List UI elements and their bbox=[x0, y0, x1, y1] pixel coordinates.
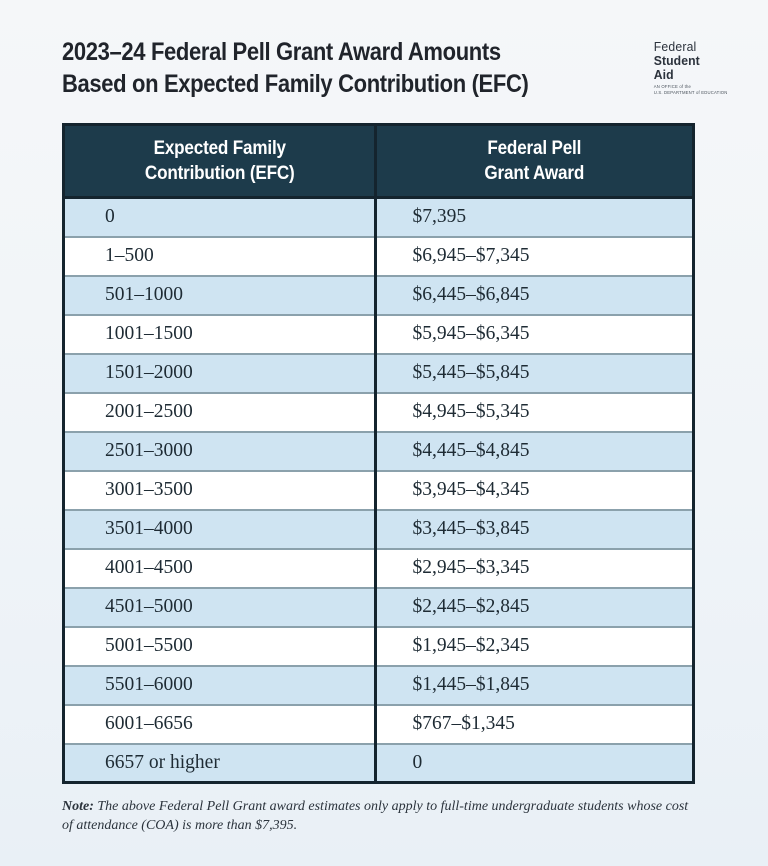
table-row: 5501–6000 $1,445–$1,845 bbox=[63, 664, 694, 705]
award-cell: $1,945–$2,345 bbox=[375, 625, 694, 666]
table-row: 4501–5000 $2,445–$2,845 bbox=[63, 586, 694, 627]
page-header: 2023–24 Federal Pell Grant Award Amounts… bbox=[0, 0, 768, 100]
table-header-row: Expected Family Contribution (EFC) Feder… bbox=[63, 124, 694, 199]
table-row: 3501–4000 $3,445–$3,845 bbox=[63, 508, 694, 549]
col-header-award-line2: Grant Award bbox=[484, 163, 585, 184]
efc-cell: 5001–5500 bbox=[63, 625, 378, 666]
award-cell: $1,445–$1,845 bbox=[375, 664, 694, 705]
logo-word-aid: Aid bbox=[654, 67, 675, 82]
logo-tagline: AN OFFICE of the U.S. DEPARTMENT of EDUC… bbox=[654, 84, 728, 96]
efc-cell: 6657 or higher bbox=[63, 742, 378, 783]
table-row: 501–1000 $6,445–$6,845 bbox=[63, 274, 694, 315]
table-row: 2001–2500 $4,945–$5,345 bbox=[63, 391, 694, 432]
efc-cell: 1–500 bbox=[63, 235, 378, 276]
page-title-line1: 2023–24 Federal Pell Grant Award Amounts bbox=[62, 38, 501, 66]
table-row: 4001–4500 $2,945–$3,345 bbox=[63, 547, 694, 588]
efc-cell: 6001–6656 bbox=[63, 703, 378, 744]
table-row: 1–500 $6,945–$7,345 bbox=[63, 235, 694, 276]
efc-cell: 0 bbox=[63, 197, 378, 237]
award-cell: $5,945–$6,345 bbox=[375, 313, 694, 354]
efc-cell: 4001–4500 bbox=[63, 547, 378, 588]
page-title-line2: Based on Expected Family Contribution (E… bbox=[62, 70, 529, 98]
efc-cell: 501–1000 bbox=[63, 274, 378, 315]
footnote: Note: The above Federal Pell Grant award… bbox=[62, 797, 695, 835]
logo-tagline-line1: AN OFFICE of the bbox=[654, 84, 692, 89]
footnote-label: Note: bbox=[62, 799, 94, 814]
table-row: 6657 or higher 0 bbox=[63, 742, 694, 783]
table-row: 1501–2000 $5,445–$5,845 bbox=[63, 352, 694, 393]
page-title: 2023–24 Federal Pell Grant Award Amounts… bbox=[62, 36, 529, 100]
efc-cell: 4501–5000 bbox=[63, 586, 378, 627]
pell-grant-table: Expected Family Contribution (EFC) Feder… bbox=[62, 123, 695, 784]
table-container: Expected Family Contribution (EFC) Feder… bbox=[0, 123, 768, 784]
col-header-award-line1: Federal Pell bbox=[487, 138, 582, 159]
award-cell: 0 bbox=[375, 742, 694, 783]
award-cell: $3,945–$4,345 bbox=[375, 469, 694, 510]
col-header-award: Federal Pell Grant Award bbox=[375, 124, 694, 199]
table-row: 0 $7,395 bbox=[63, 197, 694, 237]
efc-cell: 1001–1500 bbox=[63, 313, 378, 354]
efc-cell: 3001–3500 bbox=[63, 469, 378, 510]
award-cell: $7,395 bbox=[375, 197, 694, 237]
table-header: Expected Family Contribution (EFC) Feder… bbox=[63, 124, 694, 199]
federal-student-aid-logo: Federal Student Aid AN OFFICE of the U.S… bbox=[654, 40, 728, 96]
award-cell: $2,945–$3,345 bbox=[375, 547, 694, 588]
logo-tagline-line2: U.S. DEPARTMENT of EDUCATION bbox=[654, 90, 728, 96]
table-row: 3001–3500 $3,945–$4,345 bbox=[63, 469, 694, 510]
award-cell: $767–$1,345 bbox=[375, 703, 694, 744]
award-cell: $5,445–$5,845 bbox=[375, 352, 694, 393]
table-row: 6001–6656 $767–$1,345 bbox=[63, 703, 694, 744]
award-cell: $6,445–$6,845 bbox=[375, 274, 694, 315]
efc-cell: 2001–2500 bbox=[63, 391, 378, 432]
table-row: 5001–5500 $1,945–$2,345 bbox=[63, 625, 694, 666]
logo-word-student: Student bbox=[654, 53, 701, 68]
table-row: 2501–3000 $4,445–$4,845 bbox=[63, 430, 694, 471]
efc-cell: 5501–6000 bbox=[63, 664, 378, 705]
award-cell: $6,945–$7,345 bbox=[375, 235, 694, 276]
col-header-efc: Expected Family Contribution (EFC) bbox=[63, 124, 378, 199]
efc-cell: 1501–2000 bbox=[63, 352, 378, 393]
efc-cell: 3501–4000 bbox=[63, 508, 378, 549]
col-header-efc-line2: Contribution (EFC) bbox=[144, 163, 295, 184]
efc-cell: 2501–3000 bbox=[63, 430, 378, 471]
footnote-text: The above Federal Pell Grant award estim… bbox=[62, 799, 689, 833]
award-cell: $3,445–$3,845 bbox=[375, 508, 694, 549]
col-header-efc-line1: Expected Family bbox=[153, 138, 286, 159]
logo-word-federal: Federal bbox=[654, 39, 697, 54]
award-cell: $4,945–$5,345 bbox=[375, 391, 694, 432]
award-cell: $4,445–$4,845 bbox=[375, 430, 694, 471]
award-cell: $2,445–$2,845 bbox=[375, 586, 694, 627]
table-row: 1001–1500 $5,945–$6,345 bbox=[63, 313, 694, 354]
table-body: 0 $7,395 1–500 $6,945–$7,345 501–1000 $6,445–… bbox=[63, 197, 694, 783]
